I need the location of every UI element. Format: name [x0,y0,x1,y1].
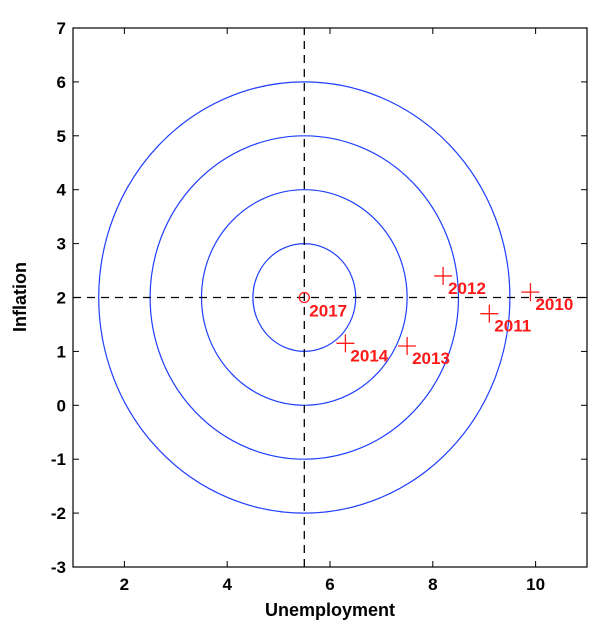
target-label: 2017 [309,302,347,321]
x-axis-label: Unemployment [265,600,395,620]
point-2011: 2011 [480,304,531,336]
point-2013: 2013 [398,337,450,368]
point-label: 2013 [412,349,450,368]
point-2014: 2014 [336,334,389,365]
y-tick-label: 6 [57,73,66,92]
y-axis: -3 -2 -1 0 1 2 3 4 5 6 7 [51,19,587,577]
point-label: 2011 [494,317,531,336]
point-2012: 2012 [434,266,486,298]
x-tick-label: 4 [222,575,232,594]
y-tick-label: 3 [57,235,66,254]
y-tick-label: -2 [51,504,66,523]
y-tick-label: 7 [57,19,66,38]
x-tick-label: 6 [325,575,334,594]
x-tick-label: 8 [428,575,437,594]
y-tick-label: 5 [57,127,66,146]
y-tick-label: 0 [57,396,66,415]
point-2010: 2010 [521,283,573,314]
point-label: 2012 [448,279,486,298]
y-tick-label: -1 [51,450,66,469]
y-tick-label: -3 [51,558,66,577]
x-axis: 2 4 6 8 10 [120,28,545,594]
y-tick-label: 4 [57,181,67,200]
y-axis-label: Inflation [10,262,30,332]
y-tick-label: 1 [57,342,66,361]
target-marker [298,291,310,304]
point-label: 2014 [350,346,388,365]
y-tick-label: 2 [57,289,66,308]
reference-lines [73,28,587,567]
point-label: 2010 [535,295,573,314]
x-tick-label: 10 [526,575,545,594]
x-tick-label: 2 [120,575,129,594]
